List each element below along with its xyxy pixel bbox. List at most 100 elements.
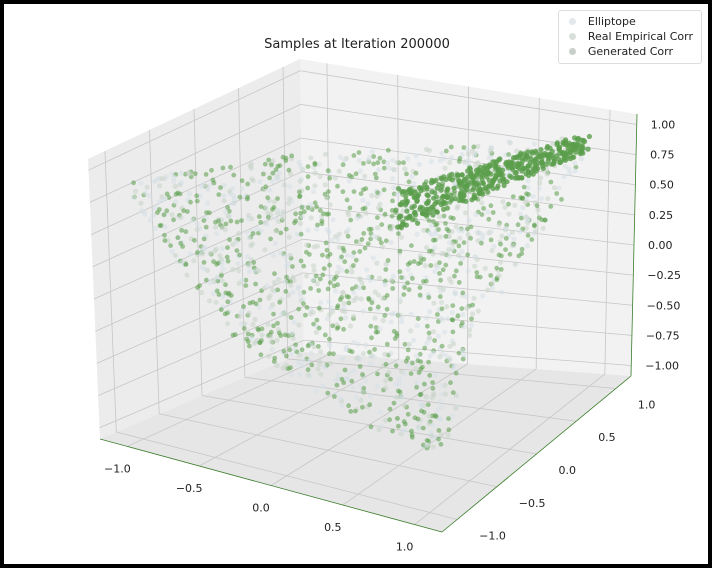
elliptope-point (545, 196, 551, 202)
legend-label: Real Empirical Corr (587, 30, 693, 43)
generated-corr-point (375, 190, 380, 196)
elliptope-point (370, 255, 376, 261)
generated-corr-point (427, 248, 432, 254)
generated-corr-point (519, 168, 525, 174)
generated-corr-point (451, 185, 457, 191)
generated-corr-point (532, 223, 537, 229)
elliptope-point (339, 289, 345, 296)
generated-corr-point (203, 172, 209, 177)
generated-corr-point (450, 390, 456, 395)
elliptope-point (219, 246, 225, 252)
generated-corr-point (299, 347, 305, 353)
generated-corr-point (373, 325, 379, 330)
elliptope-point (465, 232, 471, 238)
generated-corr-point (494, 265, 500, 271)
elliptope-point (390, 157, 396, 163)
generated-corr-point (436, 319, 441, 324)
generated-corr-point (192, 237, 197, 243)
generated-corr-point (405, 261, 411, 267)
elliptope-point (472, 254, 478, 260)
elliptope-point (313, 388, 320, 395)
elliptope-point (466, 218, 472, 224)
scatter-3d-chart: −1.0 −0.5 0.0 0.5 1.0 −1.0 −0.5 0.0 0.5 1.0 −1.00 −… (88, 37, 681, 554)
generated-corr-point (335, 282, 340, 288)
elliptope-point (294, 231, 300, 237)
elliptope-point (485, 287, 491, 293)
elliptope-point (335, 372, 341, 378)
elliptope-point (437, 398, 443, 404)
elliptope-point (388, 277, 394, 284)
generated-corr-point (313, 273, 319, 279)
generated-corr-point (218, 185, 223, 191)
generated-corr-point (351, 189, 357, 195)
elliptope-point (372, 315, 378, 321)
generated-corr-point (510, 166, 516, 172)
elliptope-point (459, 228, 465, 234)
elliptope-point (378, 423, 384, 429)
generated-corr-point (395, 224, 401, 230)
y-tick-label: 0.0 (559, 464, 577, 477)
elliptope-point (197, 225, 203, 232)
generated-corr-point (404, 171, 409, 177)
elliptope-point (230, 266, 236, 273)
generated-corr-point (403, 215, 409, 221)
generated-corr-point (471, 185, 477, 191)
elliptope-point (562, 163, 568, 169)
elliptope-point (408, 311, 414, 317)
elliptope-point (356, 158, 362, 164)
generated-corr-point (453, 370, 459, 376)
generated-corr-point (195, 250, 200, 255)
elliptope-point (533, 228, 539, 234)
generated-corr-point (424, 186, 430, 192)
generated-corr-point (183, 262, 189, 267)
generated-corr-point (267, 175, 272, 181)
generated-corr-point (448, 380, 453, 386)
generated-corr-point (503, 236, 509, 241)
generated-corr-point (283, 226, 289, 232)
generated-corr-point (384, 293, 390, 298)
generated-corr-point (556, 144, 563, 151)
elliptope-point (350, 368, 356, 374)
elliptope-point (152, 226, 158, 232)
generated-corr-point (406, 287, 412, 293)
generated-corr-point (443, 148, 449, 154)
generated-corr-point (273, 167, 279, 173)
generated-corr-point (281, 348, 287, 354)
generated-corr-point (563, 141, 569, 148)
elliptope-point (473, 211, 479, 218)
generated-corr-point (422, 208, 428, 214)
elliptope-point (163, 173, 169, 180)
elliptope-point (343, 315, 349, 321)
elliptope-point (271, 279, 277, 286)
generated-corr-point (314, 204, 319, 210)
elliptope-point (282, 279, 288, 285)
generated-corr-point (304, 305, 310, 310)
generated-corr-point (488, 203, 494, 209)
elliptope-point (388, 226, 394, 232)
elliptope-point (471, 295, 477, 301)
generated-corr-point (342, 259, 348, 265)
elliptope-point (374, 383, 380, 389)
elliptope-point (162, 196, 169, 202)
generated-corr-point (498, 267, 504, 272)
generated-corr-point (277, 299, 283, 305)
generated-corr-point (331, 351, 336, 357)
elliptope-point (356, 285, 362, 291)
elliptope-point (336, 264, 342, 270)
axis-edges (99, 113, 638, 533)
elliptope-point (252, 316, 258, 323)
generated-corr-point (258, 204, 264, 210)
elliptope-point (210, 291, 216, 297)
elliptope-point (323, 151, 329, 157)
elliptope-point (354, 355, 360, 361)
generated-corr-point (432, 338, 437, 343)
generated-corr-point (494, 185, 500, 191)
generated-corr-point (381, 187, 387, 193)
elliptope-point (248, 335, 254, 341)
scatter-points (131, 133, 593, 451)
generated-corr-point (521, 184, 527, 190)
elliptope-point (401, 402, 408, 408)
generated-corr-point (362, 205, 368, 211)
elliptope-point (411, 337, 417, 343)
generated-corr-point (316, 288, 322, 293)
